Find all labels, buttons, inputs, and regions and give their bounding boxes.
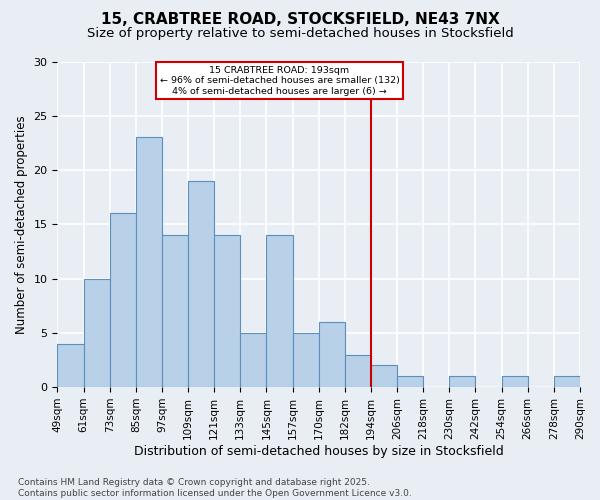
Bar xyxy=(58,344,83,387)
Bar xyxy=(502,376,528,387)
Bar xyxy=(319,322,345,387)
Text: 15 CRABTREE ROAD: 193sqm
← 96% of semi-detached houses are smaller (132)
4% of s: 15 CRABTREE ROAD: 193sqm ← 96% of semi-d… xyxy=(160,66,400,96)
Bar xyxy=(214,235,241,387)
Bar xyxy=(241,333,266,387)
Y-axis label: Number of semi-detached properties: Number of semi-detached properties xyxy=(15,115,28,334)
Bar xyxy=(110,214,136,387)
Bar xyxy=(345,354,371,387)
Bar xyxy=(162,235,188,387)
Text: Contains HM Land Registry data © Crown copyright and database right 2025.
Contai: Contains HM Land Registry data © Crown c… xyxy=(18,478,412,498)
Bar xyxy=(371,366,397,387)
Bar xyxy=(293,333,319,387)
Bar xyxy=(449,376,475,387)
Text: 15, CRABTREE ROAD, STOCKSFIELD, NE43 7NX: 15, CRABTREE ROAD, STOCKSFIELD, NE43 7NX xyxy=(101,12,499,28)
Bar xyxy=(188,181,214,387)
Bar xyxy=(136,138,162,387)
Bar xyxy=(397,376,423,387)
Bar xyxy=(266,235,293,387)
Bar xyxy=(554,376,580,387)
X-axis label: Distribution of semi-detached houses by size in Stocksfield: Distribution of semi-detached houses by … xyxy=(134,444,503,458)
Text: Size of property relative to semi-detached houses in Stocksfield: Size of property relative to semi-detach… xyxy=(86,28,514,40)
Bar xyxy=(83,278,110,387)
